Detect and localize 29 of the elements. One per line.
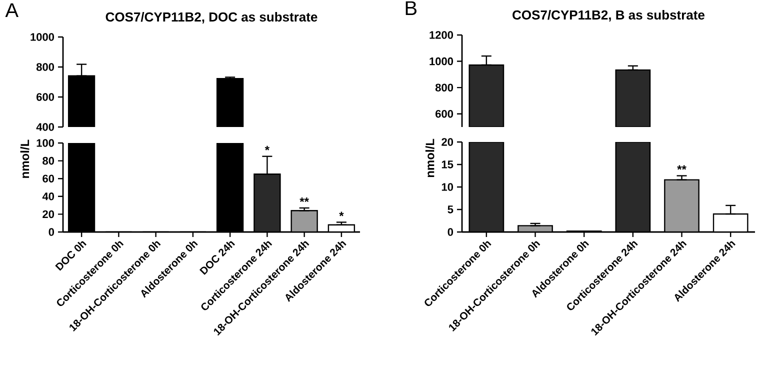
- y-tick-label: 0: [448, 228, 454, 236]
- y-tick-label: 40: [42, 192, 54, 200]
- y-tick-label: 20: [42, 210, 54, 218]
- y-tick-label: 15: [442, 160, 454, 168]
- y-tick-label: 1200: [430, 31, 454, 39]
- y-tick-label: 20: [442, 138, 454, 146]
- y-tick-label: 5: [448, 206, 454, 214]
- annotation: *: [264, 146, 270, 150]
- y-tick-label: 1000: [430, 57, 454, 66]
- y-tick-label: 60: [42, 174, 54, 182]
- y-axis-title: nmol/L: [20, 140, 30, 178]
- annotation: *: [339, 212, 344, 216]
- y-tick-label: 600: [436, 110, 454, 118]
- chart-title: COS7/CYP11B2, DOC as substrate: [106, 12, 318, 24]
- y-axis-title: nmol/L: [425, 138, 434, 178]
- y-tick-label: 600: [36, 93, 54, 101]
- y-tick-label: 400: [36, 123, 54, 131]
- text: A: [5, 3, 18, 17]
- y-tick-label: 100: [36, 139, 54, 147]
- y-tick-label: 10: [442, 183, 454, 191]
- annotation: **: [677, 165, 686, 170]
- annotation: **: [300, 198, 309, 202]
- text: B: [406, 1, 416, 15]
- y-tick-label: 1000: [30, 33, 54, 41]
- chart-title: COS7/CYP11B2, B as substrate: [512, 10, 704, 22]
- y-tick-label: 80: [42, 156, 54, 165]
- y-tick-label: 0: [48, 228, 54, 236]
- y-tick-label: 800: [435, 84, 454, 92]
- y-tick-label: 800: [36, 63, 54, 71]
